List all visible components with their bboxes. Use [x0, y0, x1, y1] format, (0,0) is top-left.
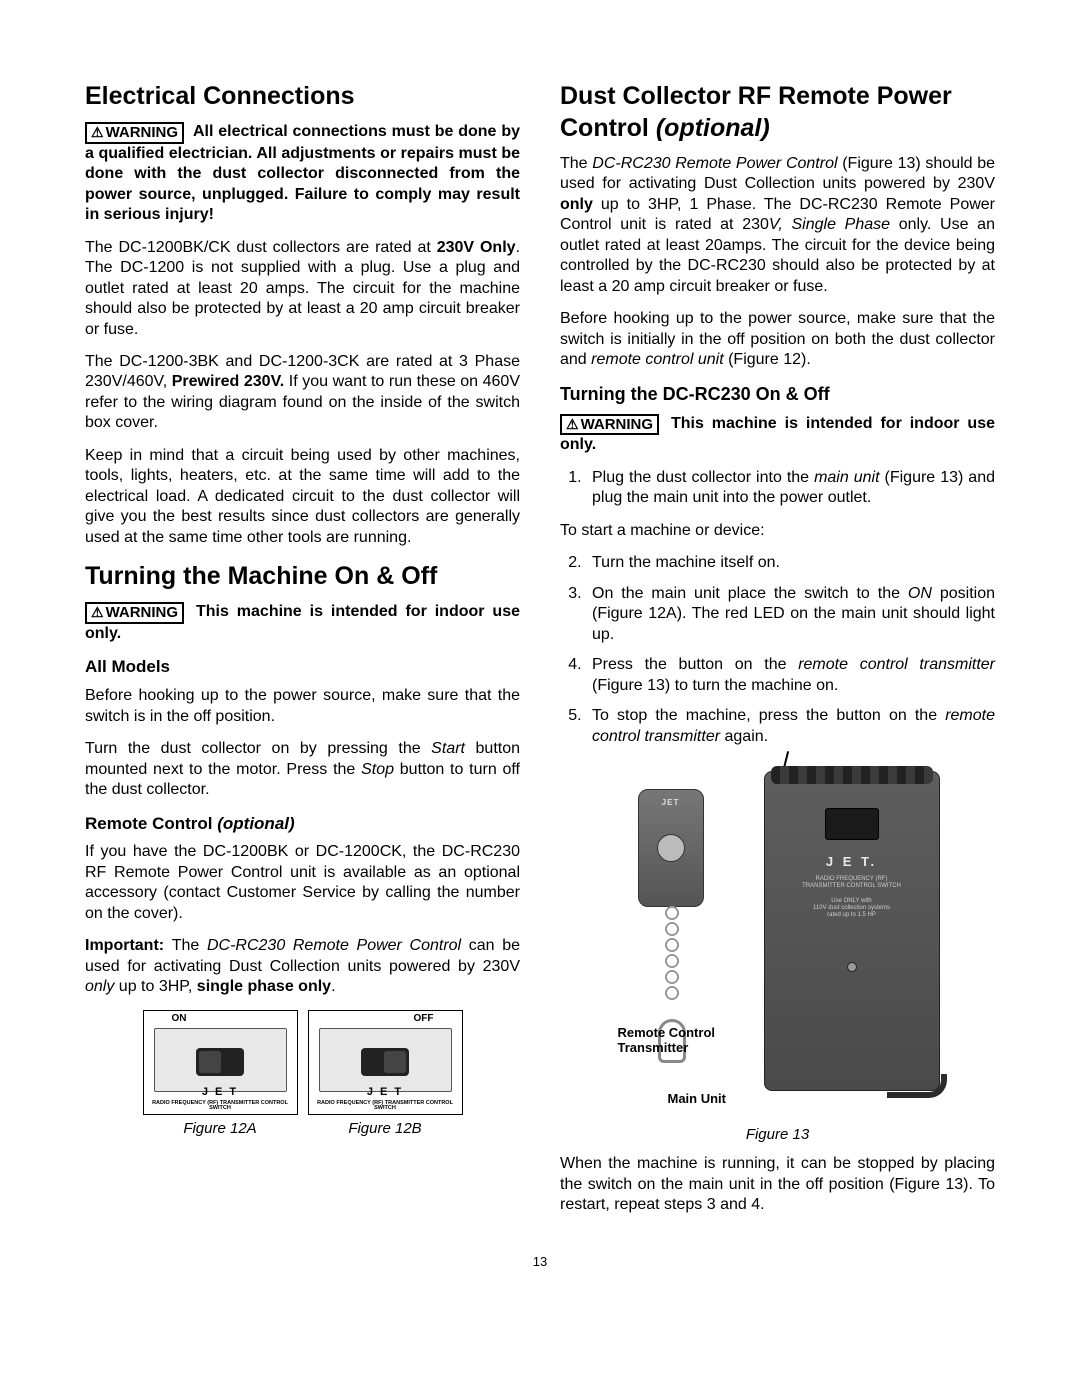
heading-rf-remote: Dust Collector RF Remote Power Control (…	[560, 80, 995, 144]
figure-12b: OFF J E T RADIO FREQUENCY (RF) TRANSMITT…	[308, 1010, 463, 1138]
left-column: Electrical Connections WARNING All elect…	[85, 80, 520, 1228]
para-important: Important: The DC-RC230 Remote Power Con…	[85, 936, 520, 997]
warning-icon: WARNING	[85, 122, 184, 144]
keychain-icon	[664, 903, 680, 1023]
heading-turning-on-off: Turning the Machine On & Off	[85, 560, 520, 592]
steps-list-1: Plug the dust collector into the main un…	[560, 468, 995, 509]
warning-icon: WARNING	[85, 602, 184, 624]
two-column-layout: Electrical Connections WARNING All elect…	[85, 80, 995, 1228]
subhead-turning-rc230: Turning the DC-RC230 On & Off	[560, 383, 995, 406]
para-switch-off: Before hooking up to the power source, m…	[85, 686, 520, 727]
remote-transmitter-diagram	[638, 789, 704, 907]
warning-indoor: WARNING This machine is intended for ind…	[85, 602, 520, 644]
para-start-stop: Turn the dust collector on by pressing t…	[85, 739, 520, 800]
step-2: Turn the machine itself on.	[586, 553, 995, 573]
para-optional-accessory: If you have the DC-1200BK or DC-1200CK, …	[85, 842, 520, 924]
label-remote-transmitter: Remote Control Transmitter	[618, 1026, 716, 1056]
subhead-all-models: All Models	[85, 656, 520, 678]
para-rating-3phase: The DC-1200-3BK and DC-1200-3CK are rate…	[85, 352, 520, 434]
figure-13: J E T. RADIO FREQUENCY (RF)TRANSMITTER C…	[560, 761, 995, 1144]
step-4: Press the button on the remote control t…	[586, 655, 995, 696]
switch-off-diagram: OFF J E T RADIO FREQUENCY (RF) TRANSMITT…	[308, 1010, 463, 1115]
cord-icon	[887, 1074, 947, 1098]
figure-12a-caption: Figure 12A	[143, 1119, 298, 1138]
figure-12-row: ON J E T RADIO FREQUENCY (RF) TRANSMITTE…	[85, 1010, 520, 1138]
switch-on-diagram: ON J E T RADIO FREQUENCY (RF) TRANSMITTE…	[143, 1010, 298, 1115]
para-initial-off: Before hooking up to the power source, m…	[560, 309, 995, 370]
step-5: To stop the machine, press the button on…	[586, 706, 995, 747]
figure-12b-caption: Figure 12B	[308, 1119, 463, 1138]
step-1: Plug the dust collector into the main un…	[586, 468, 995, 509]
para-stop-restart: When the machine is running, it can be s…	[560, 1154, 995, 1215]
subhead-remote-control: Remote Control (optional)	[85, 813, 520, 835]
para-circuit-load: Keep in mind that a circuit being used b…	[85, 446, 520, 548]
figure-12a: ON J E T RADIO FREQUENCY (RF) TRANSMITTE…	[143, 1010, 298, 1138]
warning-indoor-right: WARNING This machine is intended for ind…	[560, 414, 995, 456]
warning-icon: WARNING	[560, 414, 659, 436]
para-rf-rating: The DC-RC230 Remote Power Control (Figur…	[560, 154, 995, 297]
figure-13-caption: Figure 13	[746, 1125, 809, 1144]
steps-list-2: Turn the machine itself on. On the main …	[560, 553, 995, 747]
heading-electrical: Electrical Connections	[85, 80, 520, 112]
main-unit-diagram: J E T. RADIO FREQUENCY (RF)TRANSMITTER C…	[764, 771, 940, 1091]
led-icon	[847, 962, 857, 972]
page-number: 13	[85, 1254, 995, 1271]
para-to-start: To start a machine or device:	[560, 521, 995, 541]
right-column: Dust Collector RF Remote Power Control (…	[560, 80, 995, 1228]
para-rating-230v: The DC-1200BK/CK dust collectors are rat…	[85, 238, 520, 340]
label-main-unit: Main Unit	[668, 1091, 727, 1108]
warning-electrical: WARNING All electrical connections must …	[85, 122, 520, 226]
step-3: On the main unit place the switch to the…	[586, 584, 995, 645]
